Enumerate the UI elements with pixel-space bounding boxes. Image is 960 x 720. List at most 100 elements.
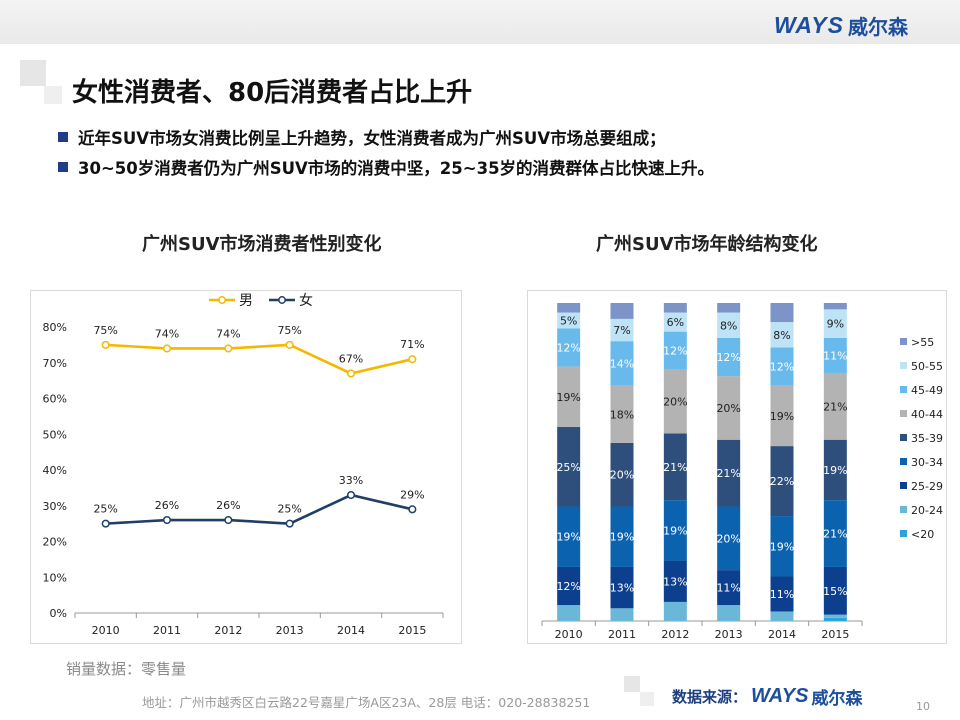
bar-data-label: 22% bbox=[770, 475, 794, 488]
bar-segment bbox=[770, 385, 794, 447]
data-point bbox=[285, 519, 294, 528]
x-tick-label: 2014 bbox=[337, 624, 365, 637]
bar-data-label: 12% bbox=[770, 361, 794, 374]
footer-address: 地址：广州市越秀区白云路22号嘉星广场A区23A、28层 电话：020-2883… bbox=[142, 695, 591, 710]
bar-data-label: 11% bbox=[770, 588, 794, 601]
data-point bbox=[101, 340, 110, 349]
legend-swatch-icon bbox=[900, 434, 907, 441]
bar-data-label: 6% bbox=[667, 316, 684, 329]
data-point bbox=[408, 505, 417, 514]
bar-segment bbox=[770, 516, 794, 577]
y-tick-label: 10% bbox=[43, 571, 67, 584]
bar-segment bbox=[717, 506, 741, 571]
y-tick-label: 70% bbox=[43, 357, 67, 370]
bar-data-label: 19% bbox=[823, 464, 847, 477]
x-tick-label: 2014 bbox=[768, 628, 796, 641]
bar-data-label: 19% bbox=[556, 391, 580, 404]
x-tick-label: 2013 bbox=[276, 624, 304, 637]
bar-segment bbox=[610, 506, 634, 567]
gender-chart-title: 广州SUV市场消费者性别变化 bbox=[142, 234, 382, 255]
bar-segment bbox=[823, 309, 847, 338]
bar-data-label: 9% bbox=[827, 318, 844, 331]
bar-segment bbox=[663, 303, 687, 313]
bar-segment bbox=[557, 366, 581, 428]
data-label: 26% bbox=[216, 499, 240, 512]
bar-segment bbox=[823, 372, 847, 440]
x-tick-label: 2015 bbox=[821, 628, 849, 641]
y-tick-label: 30% bbox=[43, 500, 67, 513]
x-tick-label: 2015 bbox=[398, 624, 426, 637]
legend-label: 45-49 bbox=[911, 384, 943, 397]
bar-segment bbox=[823, 500, 847, 567]
bar-segment bbox=[663, 369, 687, 434]
legend-label: 男 bbox=[239, 293, 253, 309]
legend-swatch-icon bbox=[900, 506, 907, 513]
bar-data-label: 21% bbox=[823, 528, 847, 541]
bar-segment bbox=[823, 337, 847, 373]
legend-label: >55 bbox=[911, 336, 934, 349]
data-label: 29% bbox=[400, 488, 424, 501]
legend-label: 女 bbox=[299, 292, 313, 309]
data-label: 75% bbox=[93, 324, 117, 337]
footnote: 销量数据：零售量 bbox=[66, 660, 187, 678]
y-tick-label: 40% bbox=[43, 464, 67, 477]
bar-segment bbox=[557, 605, 581, 621]
gender-chart-panel: 0% 10% 20% 30% 40% 50% 60% 70% 80% 2010 2011 2012 20… bbox=[30, 290, 462, 644]
data-label: 75% bbox=[277, 324, 301, 337]
legend-swatch-icon bbox=[900, 410, 907, 417]
bar-segment bbox=[610, 303, 634, 319]
bar-data-label: 25% bbox=[556, 461, 580, 474]
bar-data-label: 18% bbox=[610, 408, 634, 421]
y-tick-label: 80% bbox=[43, 321, 67, 334]
legend-label: 25-29 bbox=[911, 480, 943, 493]
bar-segment bbox=[557, 303, 581, 313]
data-point bbox=[224, 344, 233, 353]
legend-marker-icon bbox=[218, 296, 226, 304]
bullet-text: 30~50岁消费者仍为广州SUV市场的消费中坚，25~35岁的消费群体占比快速上… bbox=[78, 159, 715, 178]
legend-label: 35-39 bbox=[911, 432, 943, 445]
bar-segment bbox=[663, 331, 687, 370]
bar-data-label: 21% bbox=[716, 467, 740, 480]
bar-segment bbox=[770, 446, 794, 517]
x-tick-label: 2011 bbox=[153, 624, 181, 637]
brand-logo: WAYS 威尔森 bbox=[774, 10, 908, 40]
bar-segment bbox=[717, 303, 741, 313]
y-tick-label: 60% bbox=[43, 393, 67, 406]
data-point bbox=[162, 344, 172, 353]
bar-data-label: 15% bbox=[823, 585, 847, 598]
bar-segment bbox=[823, 617, 847, 621]
bar-data-label: 14% bbox=[610, 357, 634, 370]
gender-line-chart: 0% 10% 20% 30% 40% 50% 60% 70% 80% 2010 2011 2012 20… bbox=[43, 292, 444, 637]
bar-data-label: 20% bbox=[610, 469, 634, 482]
age-chart-title: 广州SUV市场年龄结构变化 bbox=[596, 234, 818, 255]
legend-swatch-icon bbox=[900, 530, 907, 537]
age-stacked-bar-chart: 12% 19% 25% 19% 12% 5% 2010 13% 19% 20% 18% 14% 7% 20… bbox=[541, 303, 943, 641]
decor-square bbox=[624, 676, 640, 692]
data-label: 26% bbox=[155, 499, 179, 512]
bar-data-label: 12% bbox=[556, 580, 580, 593]
data-label: 33% bbox=[339, 474, 363, 487]
bar-segment bbox=[557, 506, 581, 567]
data-point bbox=[346, 490, 356, 500]
bar-segment bbox=[610, 341, 634, 386]
legend-label: 20-24 bbox=[911, 504, 943, 517]
data-point bbox=[162, 516, 172, 525]
data-source: 数据来源： WAYS 威尔森 bbox=[672, 684, 862, 709]
legend-swatch-icon bbox=[900, 386, 907, 393]
bar-data-label: 19% bbox=[610, 531, 634, 544]
legend-label: 40-44 bbox=[911, 408, 943, 421]
bar-segment bbox=[717, 570, 741, 606]
legend-swatch-icon bbox=[900, 458, 907, 465]
legend-marker-icon bbox=[278, 296, 286, 304]
bar-data-label: 12% bbox=[556, 342, 580, 355]
bar-data-label: 19% bbox=[770, 410, 794, 423]
bar-segment bbox=[717, 605, 741, 621]
bar-data-label: 12% bbox=[716, 351, 740, 364]
legend-label: 30-34 bbox=[911, 456, 943, 469]
age-chart-panel: 12% 19% 25% 19% 12% 5% 2010 13% 19% 20% 18% 14% 7% 20… bbox=[527, 290, 947, 644]
series-line bbox=[105, 493, 413, 525]
bar-segment bbox=[610, 318, 634, 342]
bar-segment bbox=[770, 576, 794, 612]
bar-segment bbox=[663, 312, 687, 332]
decor-square bbox=[44, 86, 62, 104]
